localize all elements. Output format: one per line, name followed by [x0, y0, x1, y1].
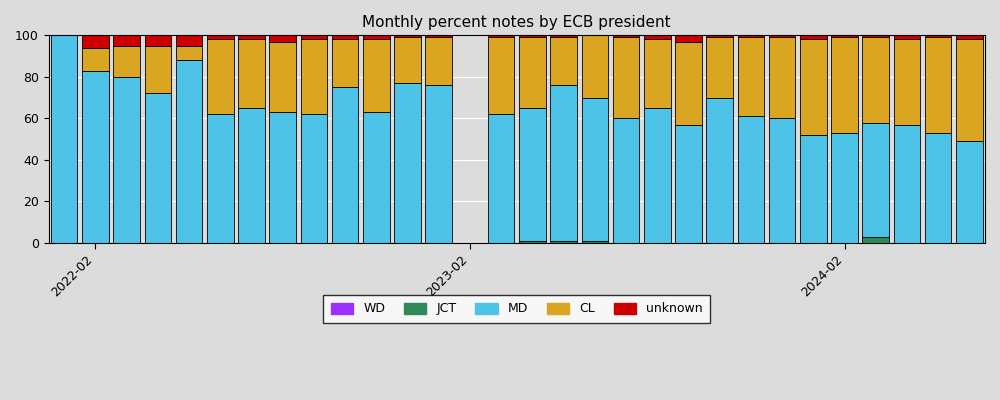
Bar: [269, 35, 296, 42]
Bar: [269, 112, 296, 243]
Bar: [113, 35, 140, 46]
Bar: [145, 94, 171, 243]
Bar: [488, 38, 514, 114]
Bar: [613, 35, 639, 38]
Bar: [113, 77, 140, 243]
Bar: [831, 38, 858, 133]
Bar: [582, 241, 608, 243]
Bar: [769, 118, 795, 243]
Bar: [675, 42, 702, 125]
Bar: [269, 42, 296, 112]
Bar: [238, 35, 265, 40]
Bar: [145, 46, 171, 94]
Bar: [644, 35, 671, 40]
Bar: [176, 60, 202, 243]
Title: Monthly percent notes by ECB president: Monthly percent notes by ECB president: [362, 15, 671, 30]
Bar: [176, 35, 202, 46]
Bar: [550, 35, 577, 38]
Bar: [800, 40, 827, 135]
Bar: [238, 108, 265, 243]
Bar: [644, 108, 671, 243]
Bar: [738, 38, 764, 116]
Bar: [925, 133, 951, 243]
Bar: [738, 35, 764, 38]
Bar: [862, 35, 889, 38]
Bar: [82, 71, 109, 243]
Bar: [394, 83, 421, 243]
Bar: [82, 48, 109, 71]
Bar: [831, 133, 858, 243]
Bar: [301, 40, 327, 114]
Bar: [238, 40, 265, 108]
Bar: [550, 85, 577, 241]
Bar: [769, 35, 795, 38]
Bar: [706, 38, 733, 98]
Bar: [738, 116, 764, 243]
Bar: [831, 35, 858, 38]
Bar: [613, 118, 639, 243]
Bar: [519, 241, 546, 243]
Bar: [956, 141, 983, 243]
Bar: [332, 87, 358, 243]
Bar: [894, 40, 920, 125]
Bar: [363, 35, 390, 40]
Bar: [488, 114, 514, 243]
Bar: [332, 35, 358, 40]
Bar: [550, 38, 577, 85]
Bar: [519, 108, 546, 241]
Bar: [394, 38, 421, 83]
Bar: [582, 98, 608, 241]
Legend: WD, JCT, MD, CL, unknown: WD, JCT, MD, CL, unknown: [323, 295, 710, 323]
Bar: [519, 35, 546, 38]
Bar: [301, 114, 327, 243]
Bar: [925, 38, 951, 133]
Bar: [675, 125, 702, 243]
Bar: [394, 35, 421, 38]
Bar: [207, 114, 234, 243]
Bar: [113, 46, 140, 77]
Bar: [613, 38, 639, 118]
Bar: [769, 38, 795, 118]
Bar: [332, 40, 358, 87]
Bar: [675, 35, 702, 42]
Bar: [894, 125, 920, 243]
Bar: [425, 38, 452, 85]
Bar: [862, 38, 889, 122]
Bar: [800, 35, 827, 40]
Bar: [51, 35, 77, 243]
Bar: [862, 122, 889, 237]
Bar: [956, 40, 983, 141]
Bar: [800, 135, 827, 243]
Bar: [425, 85, 452, 243]
Bar: [363, 112, 390, 243]
Bar: [488, 35, 514, 38]
Bar: [425, 35, 452, 38]
Bar: [706, 35, 733, 38]
Bar: [207, 35, 234, 40]
Bar: [176, 46, 202, 60]
Bar: [862, 237, 889, 243]
Bar: [582, 35, 608, 98]
Bar: [894, 35, 920, 40]
Bar: [925, 35, 951, 38]
Bar: [82, 35, 109, 48]
Bar: [550, 241, 577, 243]
Bar: [519, 38, 546, 108]
Bar: [145, 35, 171, 46]
Bar: [207, 40, 234, 114]
Bar: [301, 35, 327, 40]
Bar: [706, 98, 733, 243]
Bar: [363, 40, 390, 112]
Bar: [956, 35, 983, 40]
Bar: [644, 40, 671, 108]
